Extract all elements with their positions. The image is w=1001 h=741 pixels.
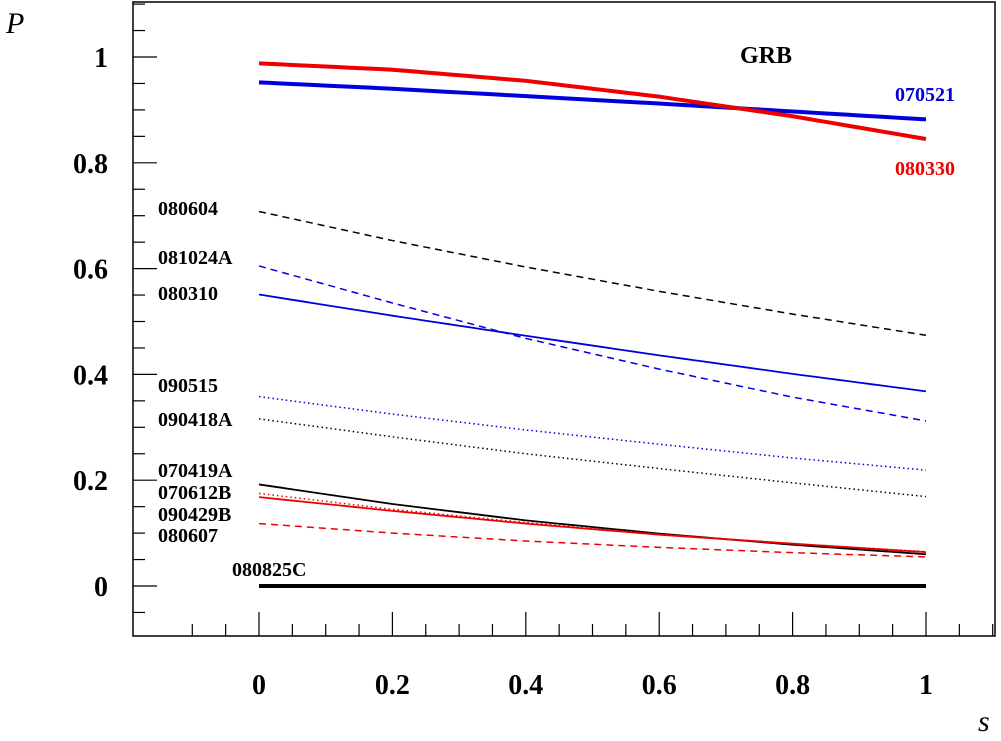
x-axis-label: s bbox=[978, 705, 990, 738]
y-tick-label: 0.4 bbox=[73, 360, 108, 391]
x-tick-label: 1 bbox=[919, 670, 933, 701]
series-label-090429b: 090429B bbox=[158, 504, 231, 526]
series-line-090418a bbox=[258, 418, 927, 498]
series-label-080310: 080310 bbox=[158, 283, 218, 305]
series-line-070521 bbox=[258, 80, 927, 122]
series-label-070419a: 070419A bbox=[158, 460, 233, 482]
series-label-080604: 080604 bbox=[158, 198, 218, 220]
x-tick-label: 0.6 bbox=[642, 670, 677, 701]
series-label-080825c: 080825C bbox=[232, 559, 306, 581]
series-line-070419a bbox=[258, 483, 927, 556]
y-tick-label: 1 bbox=[94, 43, 108, 74]
series-line-090515 bbox=[258, 395, 927, 471]
x-tick-label: 0.2 bbox=[375, 670, 410, 701]
series-label-090515: 090515 bbox=[158, 375, 218, 397]
series-label-070521: 070521 bbox=[895, 84, 955, 106]
series-line-080330 bbox=[258, 61, 927, 141]
x-tick-label: 0 bbox=[252, 670, 266, 701]
series-label-070612b: 070612B bbox=[158, 482, 231, 504]
series-labels: 070521 080330 080604 081024A 080310 090515 090… bbox=[158, 84, 955, 581]
series-line-081024a bbox=[258, 265, 927, 422]
series-line-080607 bbox=[258, 522, 927, 558]
x-tick-label: 0.8 bbox=[775, 670, 810, 701]
y-tick-label: 0.8 bbox=[73, 149, 108, 180]
y-axis-label: P bbox=[5, 7, 24, 40]
y-tick-label: 0.2 bbox=[73, 466, 108, 497]
series-line-080310 bbox=[258, 293, 927, 393]
series-line-080604 bbox=[258, 210, 927, 336]
y-tick-label: 0.6 bbox=[73, 255, 108, 286]
series-line-090429b bbox=[258, 496, 927, 554]
tick-labels: 0 0.2 0.4 0.6 0.8 1 0 0.2 0.4 0.6 0.8 1 bbox=[73, 43, 933, 701]
series-label-090418a: 090418A bbox=[158, 409, 233, 431]
y-tick-label: 0 bbox=[94, 572, 108, 603]
series-line-070612b bbox=[258, 492, 927, 553]
series-label-081024a: 081024A bbox=[158, 247, 233, 269]
plot-frame bbox=[132, 1, 996, 637]
axis-ticks bbox=[133, 3, 994, 636]
x-tick-label: 0.4 bbox=[508, 670, 543, 701]
series-label-080607: 080607 bbox=[158, 525, 218, 547]
series-lines bbox=[258, 61, 927, 588]
series-label-080330: 080330 bbox=[895, 158, 955, 180]
chart-title: GRB bbox=[740, 43, 792, 69]
